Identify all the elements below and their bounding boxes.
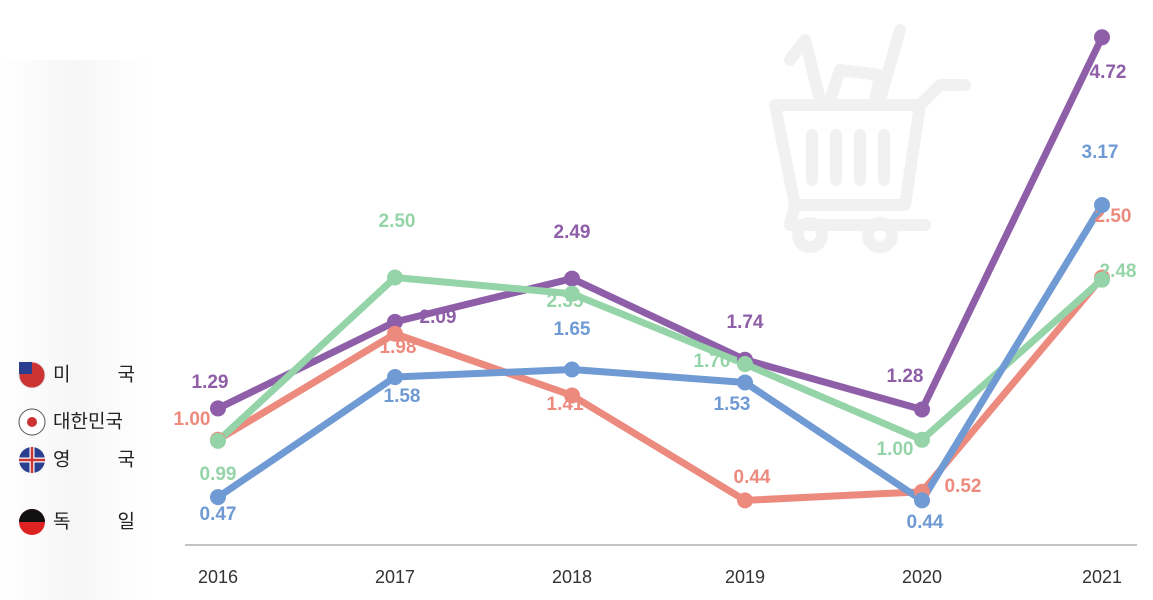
point bbox=[914, 431, 930, 448]
value-label: 1.41 bbox=[547, 394, 584, 415]
point bbox=[564, 270, 580, 287]
value-label: 0.52 bbox=[945, 476, 982, 497]
value-label: 1.70 bbox=[694, 351, 731, 372]
value-label: 2.49 bbox=[554, 222, 591, 243]
series-line bbox=[216, 203, 1105, 504]
legend-label: 대한민국 bbox=[53, 411, 123, 433]
value-label: 2.50 bbox=[379, 211, 416, 232]
x-tick-label: 2020 bbox=[902, 567, 942, 587]
point bbox=[737, 356, 753, 373]
series-line bbox=[216, 35, 1106, 414]
x-tick-label: 2017 bbox=[375, 567, 415, 587]
x-tick-label: 2019 bbox=[725, 567, 765, 587]
value-label: 0.47 bbox=[200, 504, 237, 525]
value-label: 1.28 bbox=[887, 366, 924, 387]
series-line bbox=[215, 274, 1105, 444]
value-label: 3.17 bbox=[1082, 142, 1119, 163]
value-label: 0.99 bbox=[200, 464, 237, 485]
value-label: 0.44 bbox=[734, 467, 771, 488]
value-label: 0.44 bbox=[907, 512, 944, 533]
x-tick-label: 2018 bbox=[552, 567, 592, 587]
point bbox=[914, 492, 930, 509]
value-label: 1.98 bbox=[380, 337, 417, 358]
value-label: 2.48 bbox=[1100, 261, 1137, 282]
point bbox=[210, 400, 226, 417]
cart-watermark bbox=[769, 24, 971, 253]
point bbox=[914, 401, 930, 418]
value-label: 2.35 bbox=[547, 291, 584, 312]
value-label: 1.00 bbox=[877, 439, 914, 460]
value-label: 1.29 bbox=[192, 372, 229, 393]
point bbox=[1094, 197, 1110, 214]
point bbox=[564, 387, 580, 404]
value-label: 1.58 bbox=[384, 386, 421, 407]
point bbox=[737, 374, 753, 391]
legend-panel bbox=[0, 60, 150, 600]
point bbox=[210, 432, 226, 449]
value-label: 2.09 bbox=[420, 307, 457, 328]
point bbox=[1094, 271, 1110, 288]
point bbox=[564, 361, 580, 378]
point bbox=[1094, 29, 1110, 46]
x-tick-label: 2021 bbox=[1082, 567, 1122, 587]
value-label: 1.74 bbox=[727, 312, 764, 333]
point bbox=[387, 269, 403, 286]
x-tick-label: 2016 bbox=[198, 567, 238, 587]
point bbox=[564, 285, 580, 302]
point bbox=[210, 489, 226, 506]
point bbox=[737, 492, 753, 509]
value-label: 1.65 bbox=[554, 319, 591, 340]
legend-flags bbox=[18, 361, 46, 535]
point bbox=[387, 313, 403, 330]
point bbox=[387, 369, 403, 386]
value-label: 4.72 bbox=[1090, 62, 1127, 83]
value-label: 1.53 bbox=[714, 394, 751, 415]
value-label: 1.00 bbox=[174, 409, 211, 430]
point bbox=[387, 325, 403, 342]
